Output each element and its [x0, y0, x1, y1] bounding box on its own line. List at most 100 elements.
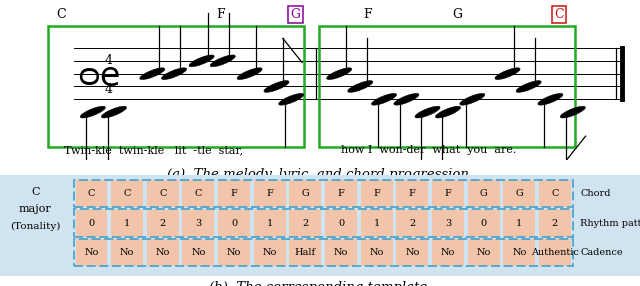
Ellipse shape	[264, 81, 289, 92]
Text: C: C	[159, 189, 166, 198]
Text: F: F	[445, 189, 451, 198]
Text: C: C	[88, 189, 95, 198]
Ellipse shape	[435, 106, 461, 118]
Text: 0: 0	[231, 219, 237, 228]
Bar	[396, 180, 428, 207]
Text: F: F	[409, 189, 416, 198]
Text: ᴑe: ᴑe	[77, 60, 120, 93]
Ellipse shape	[516, 81, 541, 92]
Bar	[48, 26, 304, 147]
Bar	[218, 210, 250, 237]
Text: (b)  The corresponding template.: (b) The corresponding template.	[209, 281, 431, 286]
Bar	[361, 239, 392, 266]
Bar	[147, 210, 179, 237]
Text: 1: 1	[267, 219, 273, 228]
Bar	[147, 239, 179, 266]
Ellipse shape	[415, 106, 440, 118]
Text: C: C	[551, 189, 559, 198]
Text: Cadence: Cadence	[580, 248, 623, 257]
Bar	[468, 239, 500, 266]
Bar	[396, 210, 428, 237]
Ellipse shape	[278, 94, 304, 105]
Ellipse shape	[237, 68, 262, 80]
Ellipse shape	[460, 94, 485, 105]
Bar	[74, 180, 573, 207]
Bar	[325, 180, 357, 207]
Bar	[218, 239, 250, 266]
Bar	[111, 239, 143, 266]
Text: Authentic: Authentic	[531, 248, 579, 257]
Ellipse shape	[101, 106, 127, 118]
Bar	[539, 239, 571, 266]
Bar	[254, 180, 285, 207]
Ellipse shape	[80, 106, 106, 118]
Text: No: No	[262, 248, 277, 257]
Text: how I  won-der  what  you  are.: how I won-der what you are.	[341, 145, 516, 155]
Text: F: F	[230, 189, 237, 198]
Text: No: No	[191, 248, 205, 257]
Text: No: No	[156, 248, 170, 257]
Text: Rhythm pattern: Rhythm pattern	[580, 219, 640, 228]
Bar	[0, 175, 640, 276]
Text: F: F	[337, 189, 344, 198]
Bar	[182, 180, 214, 207]
Text: No: No	[334, 248, 348, 257]
Bar	[432, 210, 464, 237]
Bar	[504, 239, 535, 266]
Bar	[539, 210, 571, 237]
Text: No: No	[84, 248, 99, 257]
Text: Half: Half	[295, 248, 316, 257]
Bar	[539, 180, 571, 207]
Text: G: G	[515, 189, 523, 198]
Bar	[504, 180, 535, 207]
Text: 3: 3	[195, 219, 202, 228]
Bar	[289, 180, 321, 207]
Text: 2: 2	[159, 219, 166, 228]
Text: Twin-kle  twin-kle   lit  -tle  star,: Twin-kle twin-kle lit -tle star,	[64, 145, 243, 155]
Ellipse shape	[495, 68, 520, 80]
Ellipse shape	[189, 55, 214, 67]
Text: (Tonality): (Tonality)	[10, 222, 60, 231]
Text: C: C	[195, 189, 202, 198]
Text: Chord: Chord	[580, 189, 611, 198]
Text: 0: 0	[338, 219, 344, 228]
Ellipse shape	[326, 68, 352, 80]
Ellipse shape	[210, 55, 236, 67]
Text: 0: 0	[88, 219, 95, 228]
Bar	[319, 26, 575, 147]
Bar	[361, 210, 392, 237]
Text: (a)  The melody, lyric, and chord progression.: (a) The melody, lyric, and chord progres…	[167, 168, 473, 181]
Ellipse shape	[348, 81, 373, 92]
Bar	[254, 239, 285, 266]
Text: 2: 2	[302, 219, 308, 228]
Text: C: C	[554, 8, 564, 21]
Ellipse shape	[394, 94, 419, 105]
Bar	[325, 239, 357, 266]
Bar	[289, 210, 321, 237]
Text: 1: 1	[374, 219, 380, 228]
Ellipse shape	[538, 94, 563, 105]
Bar	[182, 239, 214, 266]
Text: major: major	[19, 204, 52, 214]
Text: G: G	[301, 189, 309, 198]
Bar	[254, 210, 285, 237]
Bar	[76, 210, 108, 237]
Text: No: No	[405, 248, 420, 257]
Bar	[468, 210, 500, 237]
Bar	[182, 210, 214, 237]
Text: C: C	[124, 189, 131, 198]
Text: 0: 0	[481, 219, 486, 228]
Bar	[504, 210, 535, 237]
Text: No: No	[120, 248, 134, 257]
Bar	[289, 239, 321, 266]
Ellipse shape	[371, 94, 397, 105]
Text: 1: 1	[124, 219, 130, 228]
Text: F: F	[216, 8, 225, 21]
Text: F: F	[364, 8, 372, 21]
Bar	[74, 209, 573, 237]
Bar	[147, 180, 179, 207]
Text: G: G	[480, 189, 488, 198]
Bar	[468, 180, 500, 207]
Text: No: No	[512, 248, 527, 257]
Text: 1: 1	[516, 219, 522, 228]
